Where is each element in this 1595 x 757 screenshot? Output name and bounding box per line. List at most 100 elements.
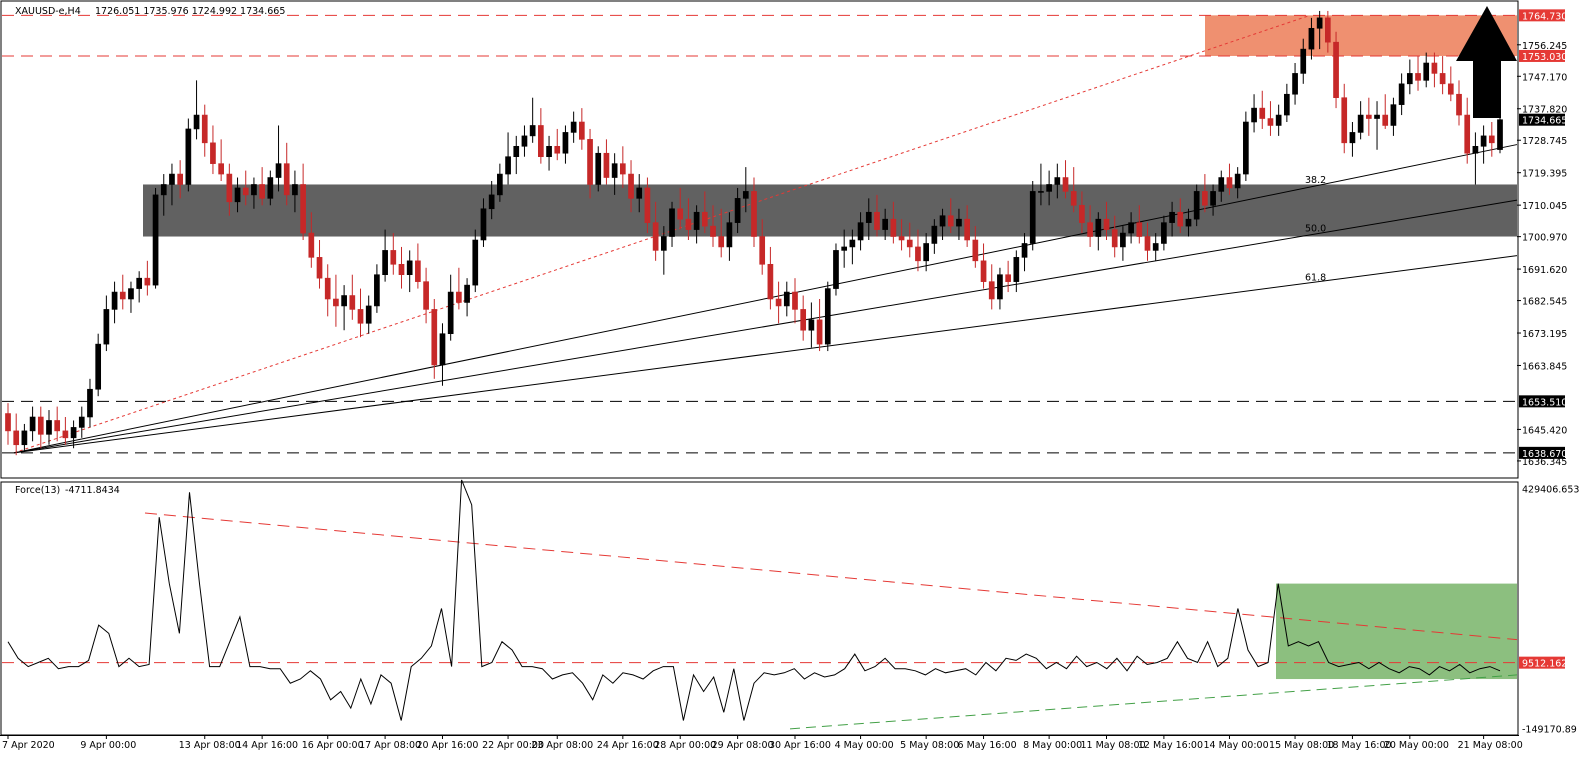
price-pane-frame [0,0,1519,479]
candle [1284,83,1290,122]
time-tick-label: 9 Apr 00:00 [80,740,136,751]
candle-body [431,309,438,366]
candle [226,163,233,216]
candle-body [636,187,643,199]
candle [1070,167,1077,213]
candle [693,205,700,244]
candle [628,160,634,213]
candle-body [29,416,36,432]
candle [521,125,528,157]
force-pane[interactable] [2,479,1518,730]
price-tick-label: 1645.420 [1522,425,1567,436]
candle-body [251,184,257,196]
force-line [7,479,1501,721]
level-label: 1638.670 [1522,449,1567,460]
candle-body [775,298,782,307]
candle [152,187,159,289]
candle-body [923,243,929,262]
candle [1251,94,1257,133]
candle [1161,215,1167,251]
candle [660,226,667,275]
candle [1021,233,1028,272]
candle-body [1488,135,1495,144]
candle-body [201,114,208,144]
candle [87,378,93,428]
candle-body [1349,132,1356,144]
candle [431,299,438,379]
fan-line [13,144,1518,454]
candle [874,194,880,237]
candle [759,219,766,275]
candle [1472,132,1479,185]
candle-body [128,288,134,300]
candle-body [480,208,487,241]
candle-body [988,281,995,300]
price-pane[interactable]: 38.2 50.0 61.8 [2,6,1518,456]
force-green-trendline [789,674,1518,730]
candle-body [1070,191,1077,206]
candle [742,167,749,213]
support-zone [143,184,1517,237]
candle [1095,212,1102,251]
candle [62,417,69,445]
candle-body [218,163,224,175]
level-label-bg [1519,395,1565,408]
candle-body [669,208,675,237]
candle-body [1226,177,1233,189]
candle-body [1423,62,1430,81]
candle [267,170,274,206]
candle [1415,56,1421,91]
candle [1365,97,1372,136]
candle [808,302,815,348]
candle-body [865,211,872,223]
candle-body [406,260,413,276]
candle-body [415,260,421,282]
candle [947,198,954,234]
candle [406,250,413,293]
candle-body [874,211,880,230]
candle-body [767,263,774,300]
candle [1202,174,1208,213]
candle-body [603,152,610,178]
candle-body [1447,83,1454,95]
time-tick-label: 30 Apr 16:00 [769,740,831,751]
candle-body [333,298,339,307]
candle-body [193,114,200,130]
candle [1333,31,1339,109]
candle [1193,184,1200,227]
force-level-label: 9512.1628 [1522,659,1573,670]
bid-label: 1734.665 [1522,116,1567,127]
candle [185,118,192,192]
candle-body [595,152,602,185]
time-tick-label: 17 Apr 08:00 [359,740,421,751]
candle [201,104,208,157]
candle-body [169,173,175,185]
time-tick-label: 6 May 16:00 [958,740,1017,751]
candle-body [882,218,889,230]
candle-body [915,246,921,262]
candle-body [144,277,151,286]
candle [324,264,331,317]
candle [357,288,364,338]
candle [865,198,872,240]
candle-body [956,218,962,227]
candle [652,201,659,261]
candle-body [365,305,372,324]
candle [1488,122,1495,157]
candle [1079,191,1085,234]
level-label-bg [1519,9,1565,22]
time-tick-label: 14 May 00:00 [1203,740,1268,751]
candle-body [341,295,347,307]
candle-body [677,208,684,220]
candle [767,246,774,310]
force-tick-label: -149170.89 [1522,725,1577,736]
candle-body [1234,173,1241,189]
candle-body [1193,191,1200,220]
time-tick-label: 21 May 08:00 [1458,740,1523,751]
candle [505,132,511,185]
candle [1120,226,1126,261]
candle-body [78,416,85,428]
candle-body [1398,83,1405,105]
candle-body [316,257,323,279]
